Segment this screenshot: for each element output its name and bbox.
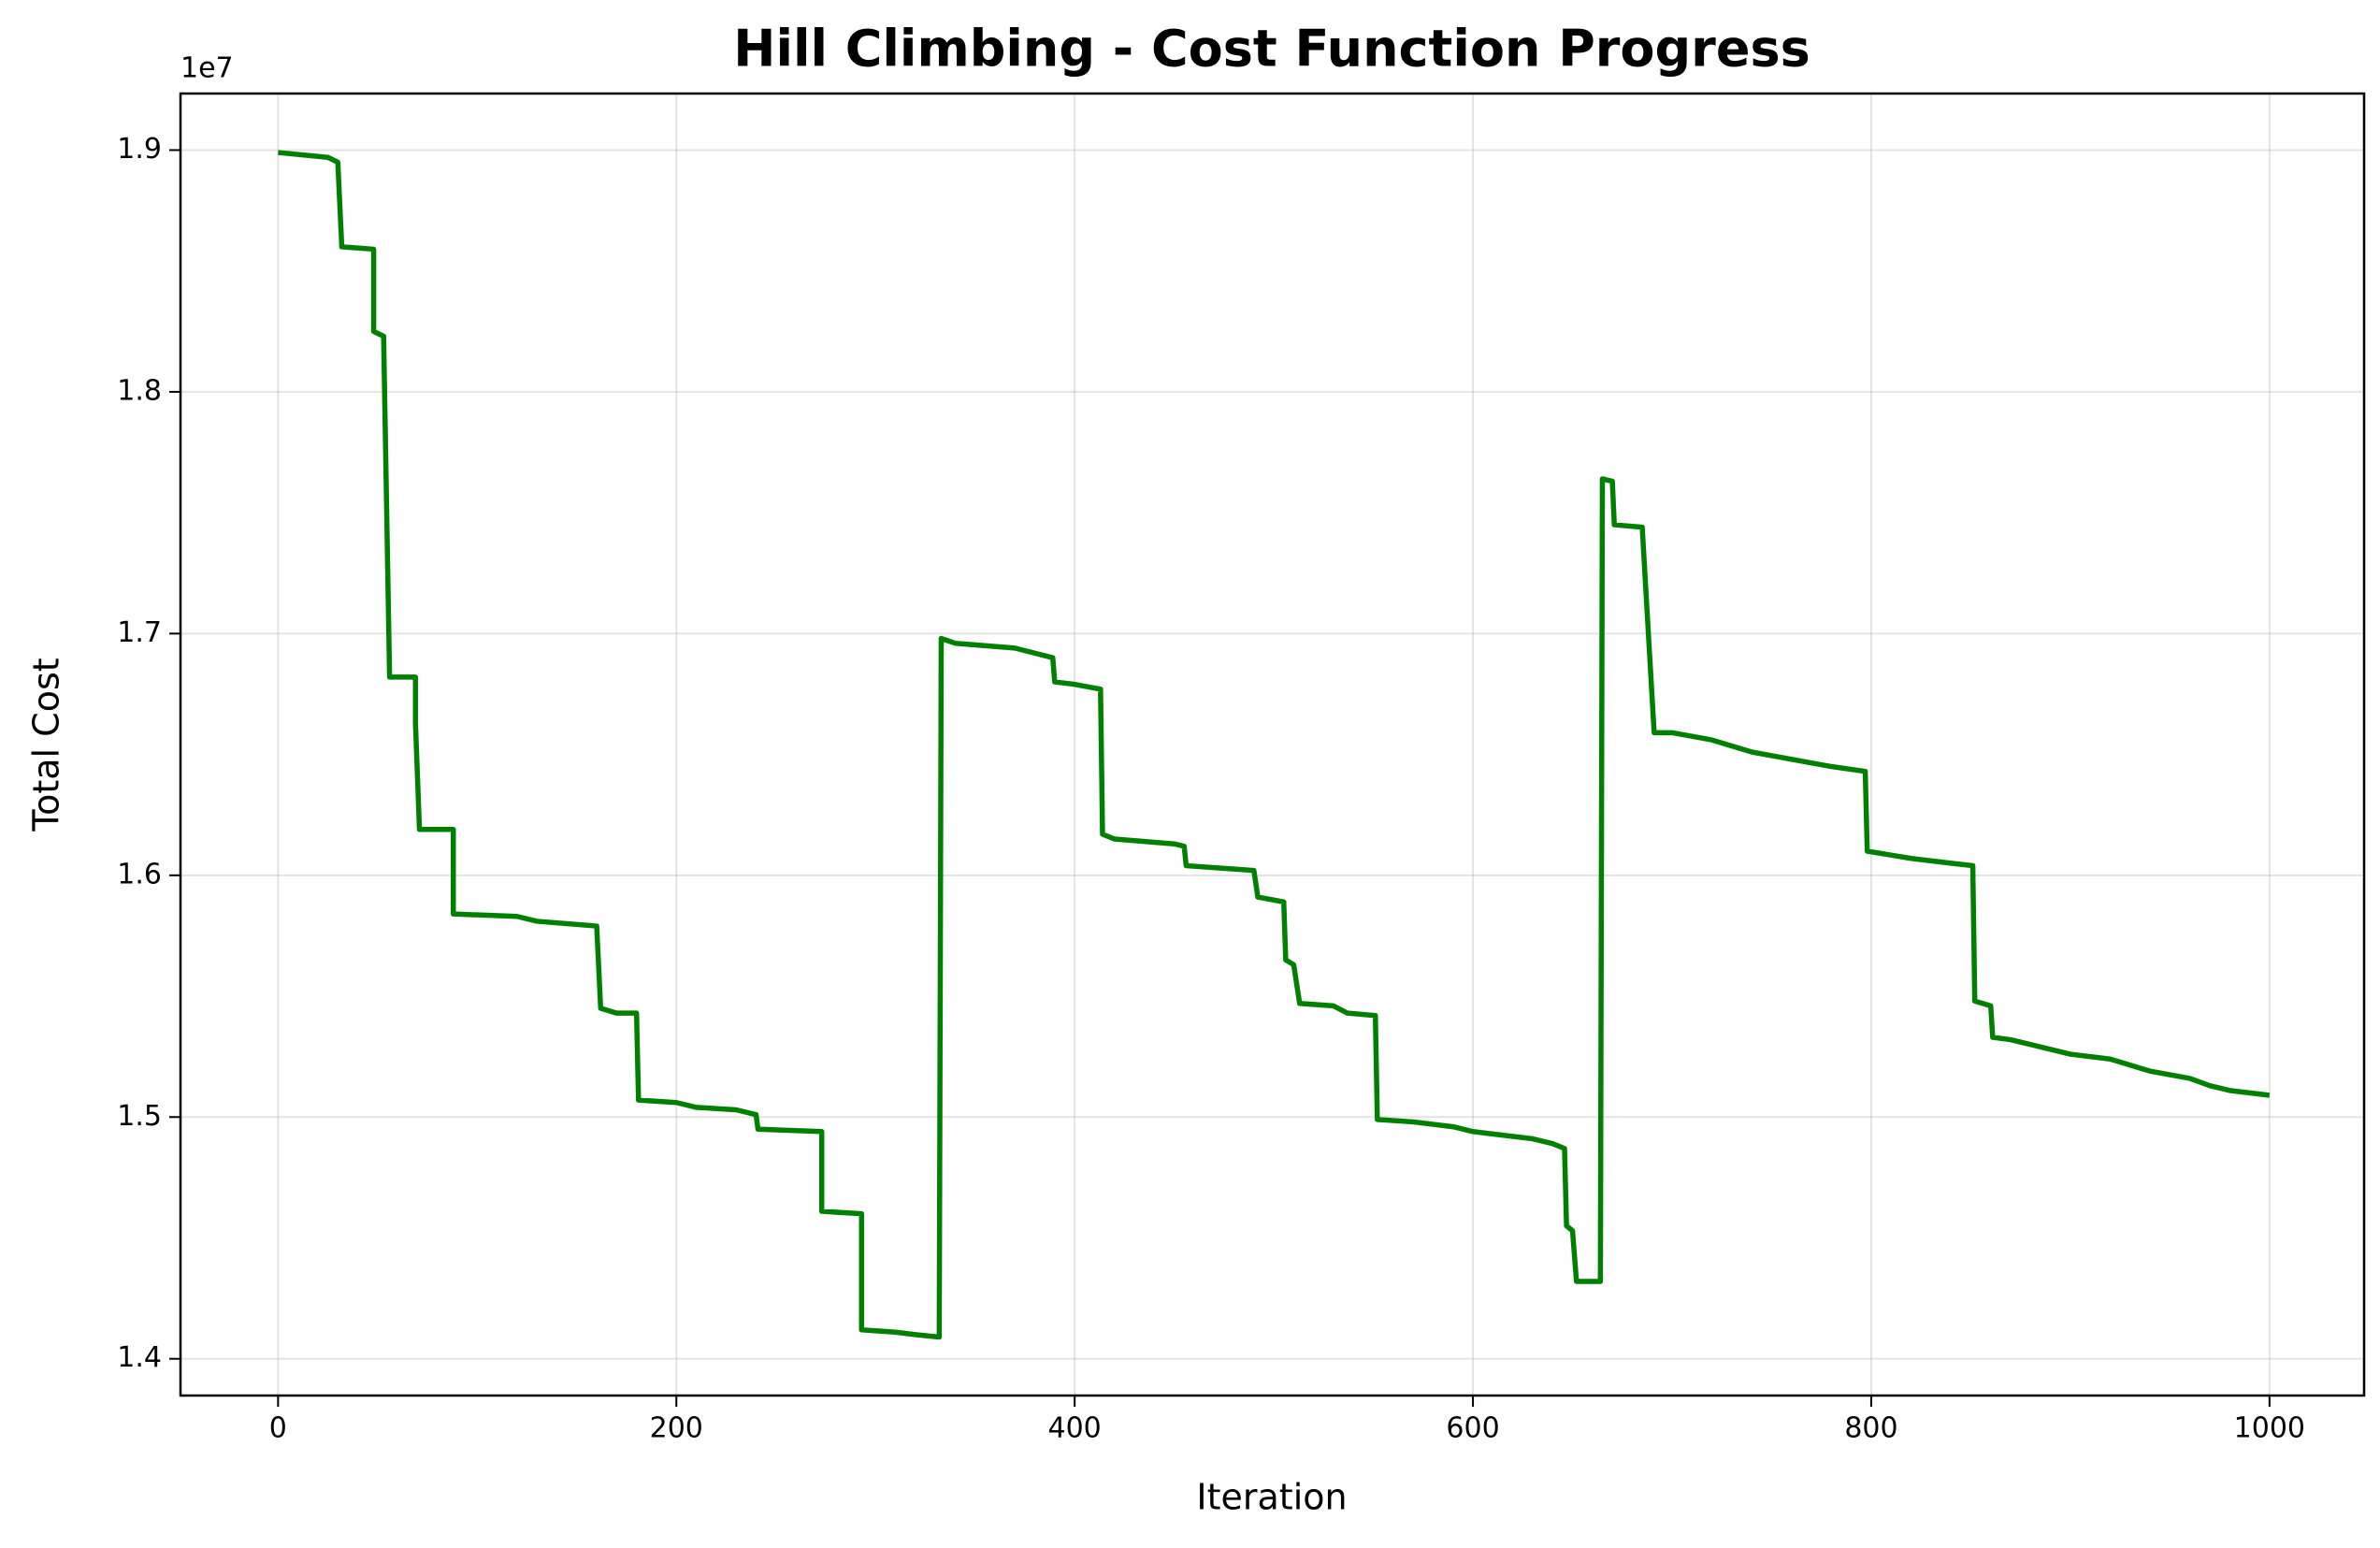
x-tick-label: 0 <box>269 1412 287 1445</box>
y-axis-label: Total Cost <box>26 658 67 832</box>
x-axis-label: Iteration <box>1196 1477 1347 1518</box>
x-tick-label: 200 <box>650 1412 703 1445</box>
x-tick-label: 400 <box>1048 1412 1102 1445</box>
y-tick-label: 1.4 <box>117 1341 162 1374</box>
y-tick-label: 1.5 <box>117 1100 162 1133</box>
chart-title: Hill Climbing - Cost Function Progress <box>733 20 1810 79</box>
x-tick-label: 800 <box>1844 1412 1897 1445</box>
y-tick-label: 1.7 <box>117 616 162 649</box>
plot-frame <box>179 92 2366 1397</box>
offset-text: 1e7 <box>180 52 234 85</box>
data-line <box>278 150 2271 1340</box>
y-tick-label: 1.6 <box>117 858 162 890</box>
x-tick-label: 1000 <box>2234 1412 2305 1445</box>
x-tick-label: 600 <box>1446 1412 1499 1445</box>
y-tick-label: 1.9 <box>117 133 162 166</box>
y-tick-label: 1.8 <box>117 374 162 407</box>
